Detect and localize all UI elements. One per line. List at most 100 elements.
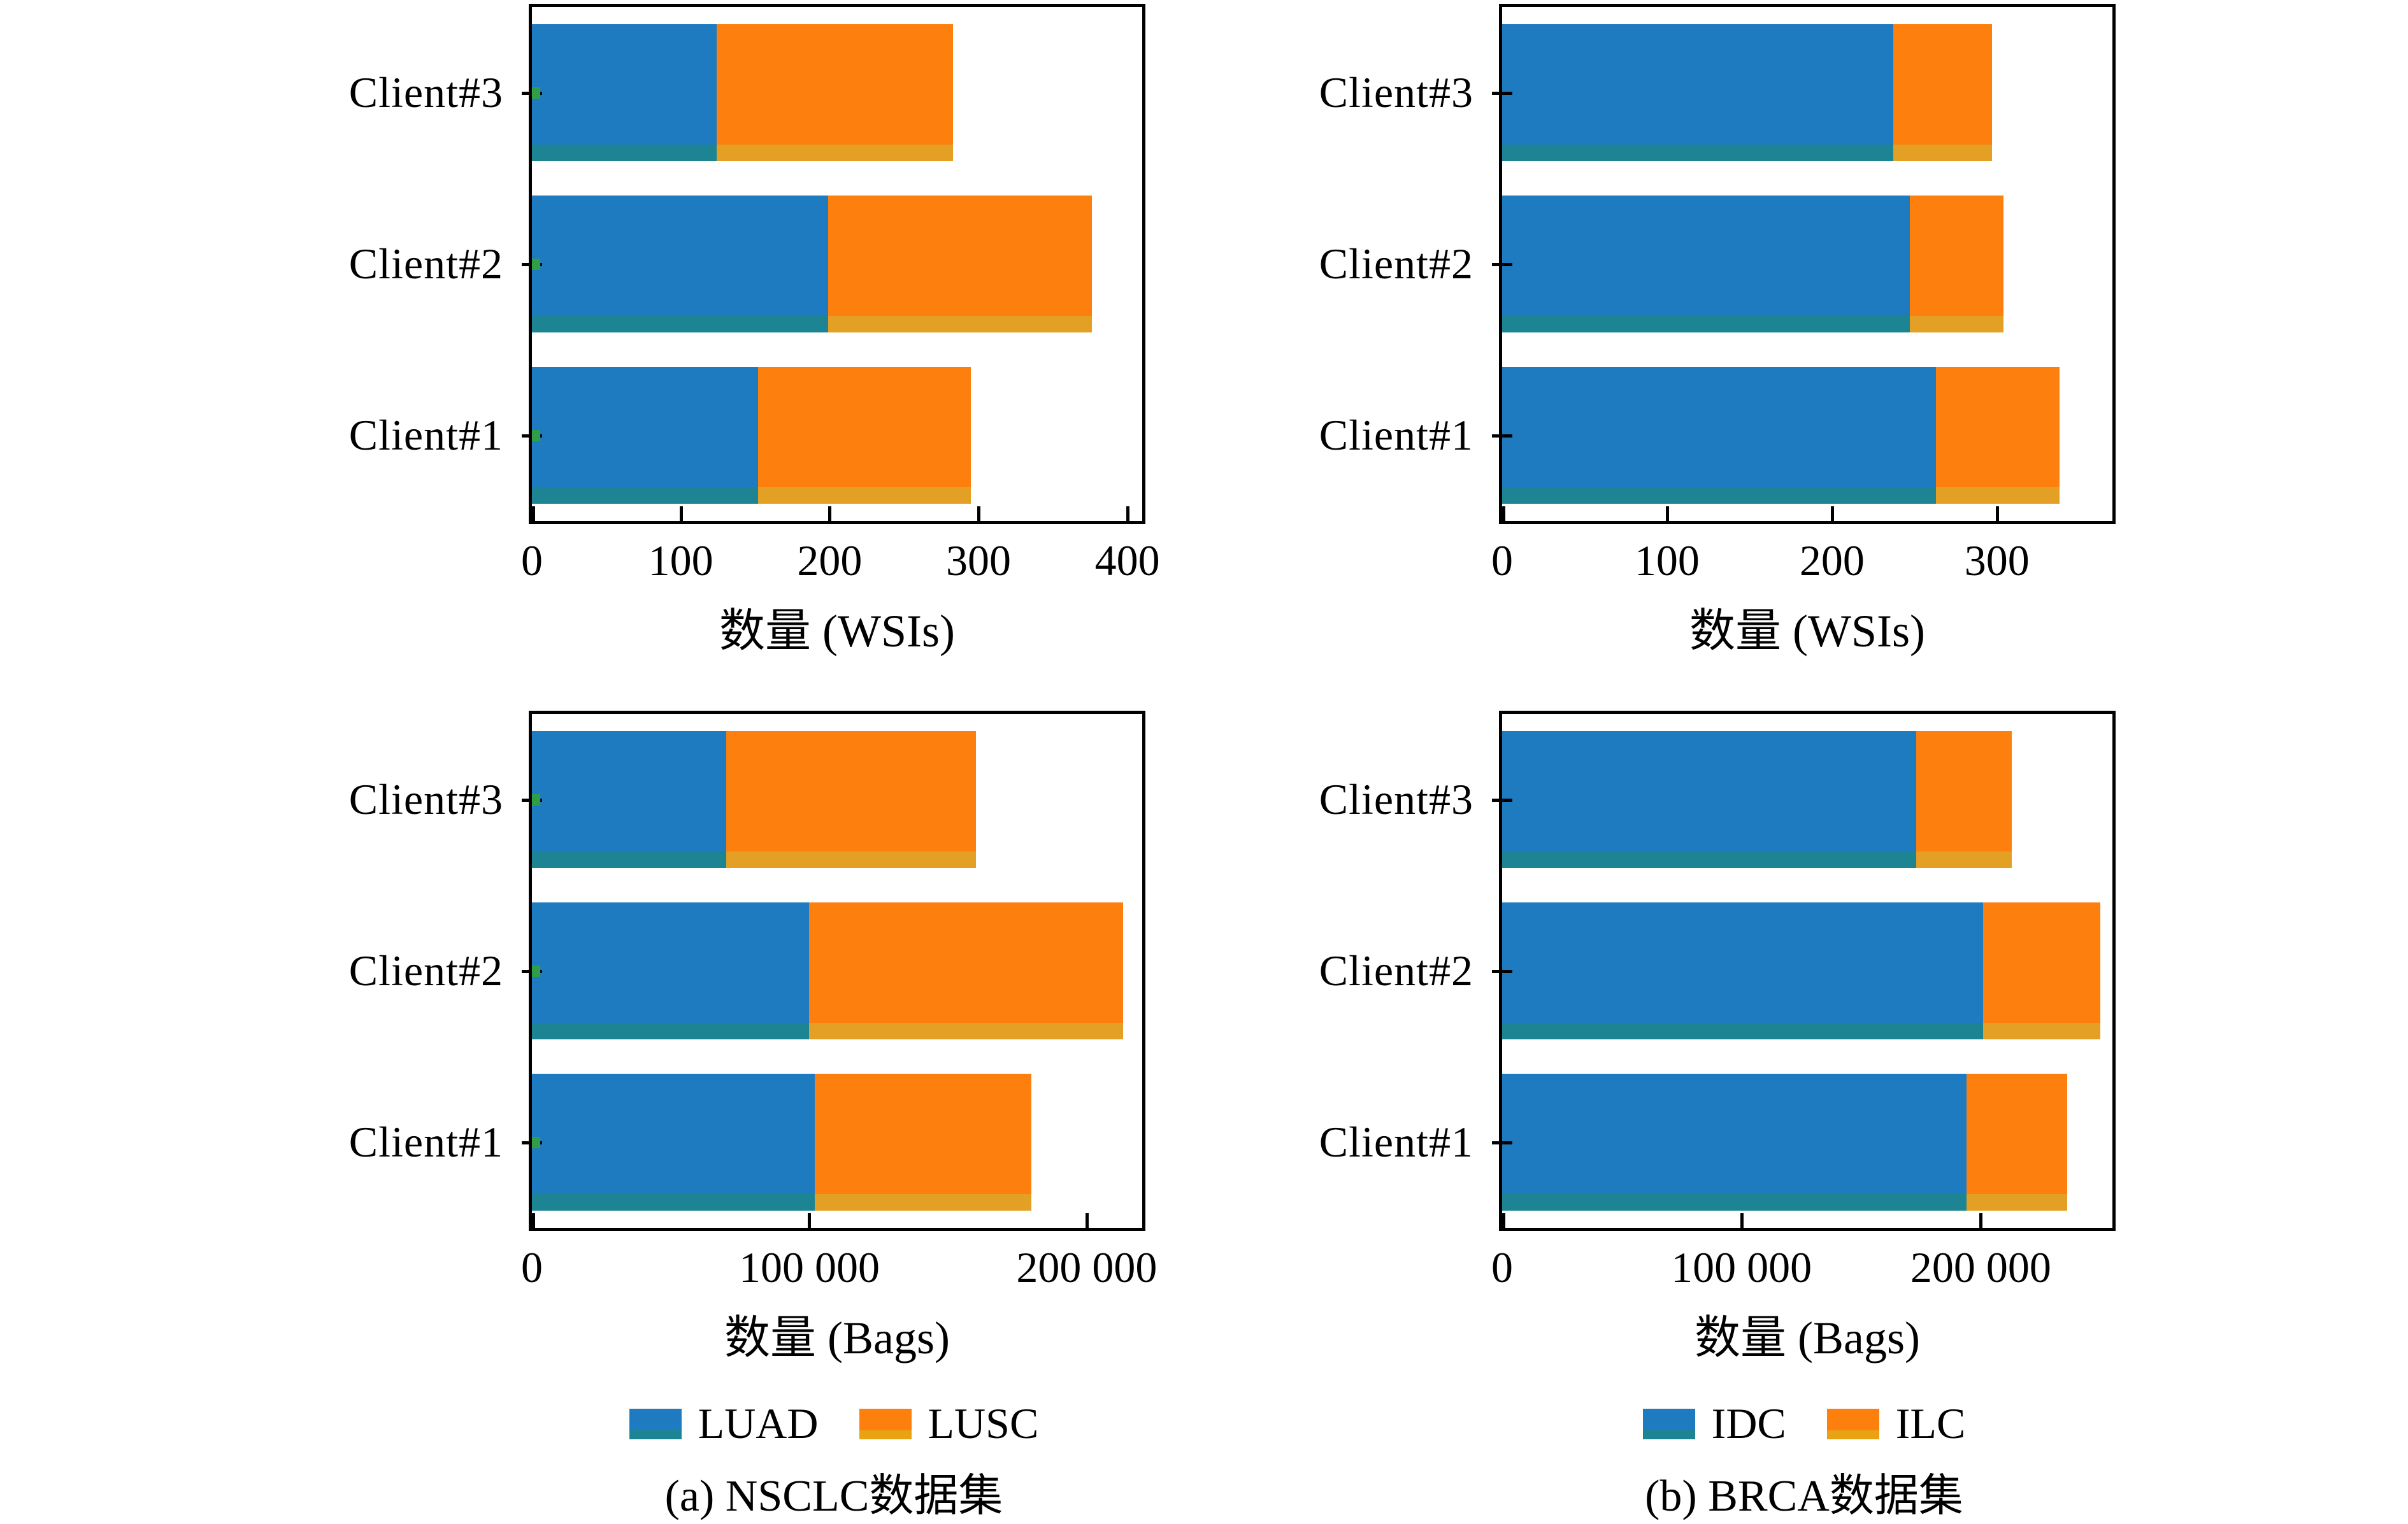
stacked-bar-client2 — [532, 902, 1123, 1039]
x-tick-mark — [1979, 1213, 1983, 1230]
legend-swatch — [859, 1408, 912, 1439]
subfigure-caption-a: (a) NSCLC数据集 — [664, 1472, 1003, 1521]
bar-segment-luad — [532, 196, 828, 332]
x-tick-label: 100 000 — [738, 1243, 880, 1292]
x-tick-label: 100 — [648, 536, 713, 585]
green-axis-mark — [532, 794, 540, 806]
bar-segment-lusc — [726, 731, 976, 868]
x-tick-mark — [1502, 1213, 1505, 1230]
x-tick-mark — [828, 506, 832, 523]
y-tick-mark — [1492, 969, 1512, 973]
stacked-bar-client1 — [532, 1074, 1031, 1211]
bar-segment-luad — [532, 1074, 815, 1211]
bar-segment-idc — [1502, 367, 1936, 504]
x-tick-label: 0 — [521, 536, 543, 585]
x-tick-mark — [679, 506, 683, 523]
x-tick-labels: 0 100 200 300 400 — [521, 524, 1160, 585]
y-tick-label: Client#2 — [348, 946, 503, 995]
x-axis-label: 数量 (WSIs) — [719, 606, 955, 657]
green-axis-mark — [532, 965, 540, 977]
y-tick-label: Client#3 — [348, 68, 503, 117]
x-tick-labels: 0 100 000 200 000 — [1491, 1231, 2116, 1292]
legend-brca: IDC ILC — [1499, 1399, 2109, 1449]
x-axis-label: 数量 (Bags) — [1695, 1313, 1920, 1364]
stacked-bar-client3 — [532, 24, 954, 161]
green-axis-mark — [532, 258, 540, 270]
legend-item-lusc: LUSC — [859, 1399, 1039, 1449]
legend-swatch — [629, 1408, 682, 1439]
x-tick-mark — [532, 506, 535, 523]
x-tick-labels: 0 100 200 300 — [1491, 524, 2116, 585]
bar-segment-idc — [1502, 196, 1910, 332]
legend-swatch — [1642, 1408, 1695, 1439]
x-tick-labels: 0 100 000 200 000 — [521, 1231, 1157, 1292]
bar-segment-luad — [532, 731, 726, 868]
bar-segment-lusc — [809, 902, 1123, 1039]
y-tick-mark — [1492, 434, 1512, 438]
bar-segment-ilc — [1916, 731, 2012, 868]
x-tick-mark — [532, 1213, 535, 1230]
stacked-bar-client1 — [1502, 1074, 2067, 1211]
plot-area — [1492, 711, 2116, 1231]
bar-segment-ilc — [1893, 24, 1992, 161]
x-tick-label: 0 — [1491, 1243, 1513, 1292]
plot-area — [1492, 4, 2116, 524]
legend-label: LUAD — [698, 1399, 819, 1448]
bar-segment-luad — [532, 24, 717, 161]
bar-segment-lusc — [828, 196, 1092, 332]
x-tick-mark — [1665, 506, 1669, 523]
plot-area — [522, 4, 1145, 524]
legend-item-ilc: ILC — [1826, 1399, 1966, 1449]
chart-nsclc-bags: Client#3 Client#2 Client#1 0 100 000 200 000… — [153, 711, 1172, 1367]
y-tick-mark — [1492, 1141, 1512, 1144]
x-tick-label: 200 — [1799, 536, 1865, 585]
y-tick-mark — [1492, 91, 1512, 95]
y-tick-label: Client#1 — [348, 411, 503, 459]
y-tick-label: Client#1 — [1319, 1118, 1473, 1166]
y-tick-mark — [1492, 798, 1512, 802]
stacked-bar-client3 — [1502, 24, 1992, 161]
bar-segment-ilc — [1983, 902, 2101, 1039]
y-tick-label: Client#3 — [348, 775, 503, 823]
stacked-bar-client2 — [1502, 902, 2101, 1039]
stacked-bar-client3 — [1502, 731, 2012, 868]
bar-segment-luad — [532, 367, 759, 504]
x-axis-label: 数量 (WSIs) — [1689, 606, 1925, 657]
y-axis-labels: Client#3 Client#2 Client#1 — [153, 4, 529, 524]
bar-segment-ilc — [1966, 1074, 2067, 1211]
x-tick-mark — [1830, 506, 1834, 523]
x-tick-mark — [1995, 506, 1999, 523]
x-tick-mark — [1085, 1213, 1089, 1230]
y-tick-label: Client#2 — [1319, 946, 1473, 995]
x-tick-label: 200 000 — [1910, 1243, 2051, 1292]
x-axis-label: 数量 (Bags) — [724, 1313, 950, 1364]
green-axis-mark — [532, 87, 540, 99]
stacked-bar-client1 — [532, 367, 971, 504]
bar-segment-lusc — [815, 1074, 1031, 1211]
y-tick-label: Client#1 — [348, 1118, 503, 1166]
legend-swatch — [1826, 1408, 1879, 1439]
x-tick-label: 100 000 — [1671, 1243, 1812, 1292]
x-tick-label: 0 — [1491, 536, 1513, 585]
chart-brca-wsis: Client#3 Client#2 Client#1 0 100 200 300 数量 (… — [1123, 4, 2142, 660]
green-axis-mark — [532, 429, 540, 441]
x-tick-mark — [1740, 1213, 1744, 1230]
x-tick-mark — [977, 506, 980, 523]
green-axis-mark — [532, 1136, 540, 1148]
x-tick-label: 300 — [945, 536, 1011, 585]
x-tick-label: 0 — [521, 1243, 543, 1292]
bar-segment-ilc — [1909, 196, 2004, 332]
legend-nsclc: LUAD LUSC — [529, 1399, 1139, 1449]
bar-segment-ilc — [1935, 367, 2060, 504]
legend-label: LUSC — [928, 1399, 1039, 1448]
bar-segment-lusc — [716, 24, 954, 161]
y-tick-label: Client#2 — [1319, 239, 1473, 288]
chart-nsclc-wsis: Client#3 Client#2 Client#1 0 100 200 300 400 数… — [153, 4, 1172, 660]
x-tick-label: 200 000 — [1016, 1243, 1157, 1292]
bar-segment-lusc — [758, 367, 971, 504]
y-tick-label: Client#2 — [348, 239, 503, 288]
legend-label: ILC — [1895, 1399, 1966, 1448]
y-axis-labels: Client#3 Client#2 Client#1 — [1123, 4, 1499, 524]
chart-brca-bags: Client#3 Client#2 Client#1 0 100 000 200 000… — [1123, 711, 2142, 1367]
stacked-bar-client1 — [1502, 367, 2060, 504]
